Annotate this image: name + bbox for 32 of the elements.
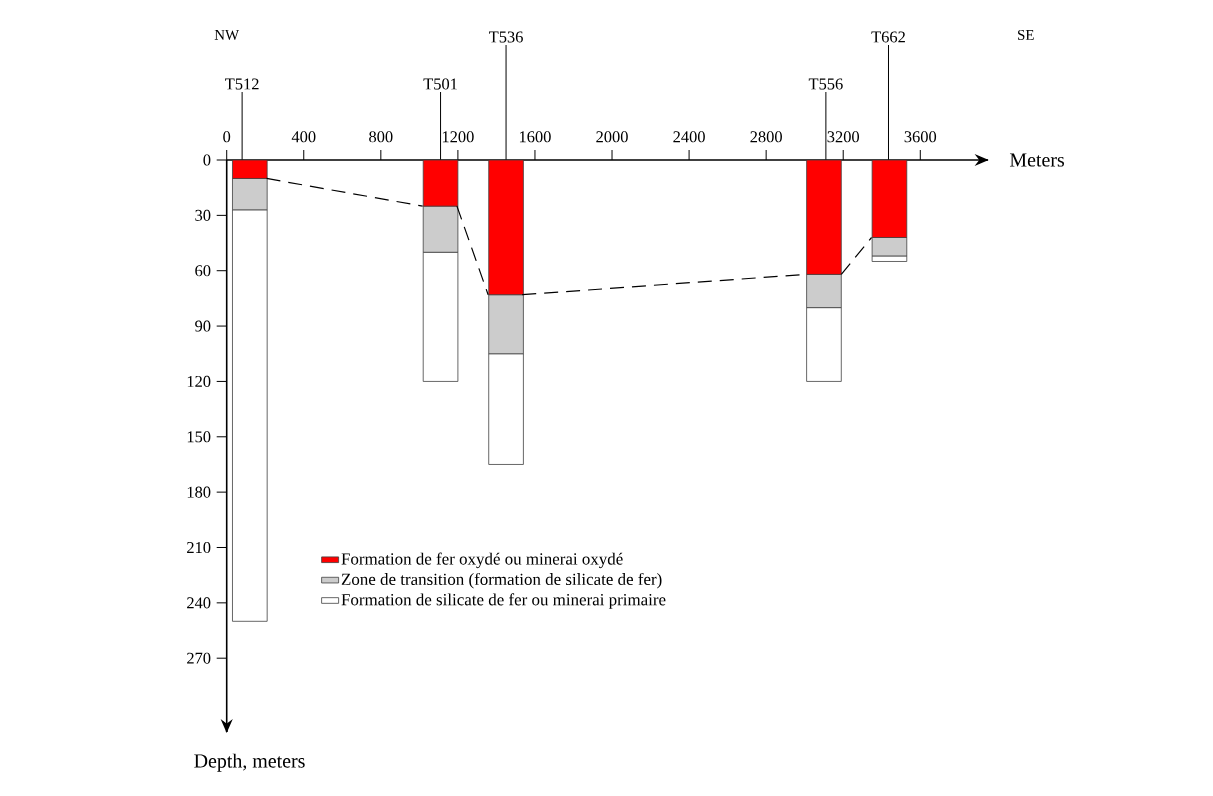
- x-tick-label: 2400: [673, 131, 705, 143]
- legend-label: Formation de silicate de fer ou minerai primaire: [341, 593, 666, 609]
- y-tick-label: 270: [187, 652, 211, 664]
- y-tick-label: 240: [187, 597, 211, 609]
- y-axis-title: Depth, meters: [194, 753, 305, 772]
- y-tick-label: 150: [187, 431, 211, 443]
- annotation: T501: [423, 78, 457, 90]
- x-tick-label: 2800: [750, 131, 782, 143]
- x-tick-label: 3200: [827, 131, 860, 143]
- annotation: T556: [808, 78, 843, 90]
- legend-label: Zone de transition (formation de silicate de fer): [341, 572, 662, 589]
- y-tick-label: 210: [187, 541, 211, 554]
- y-tick-label: 90: [195, 320, 211, 332]
- annotation: T536: [489, 31, 523, 43]
- y-tick-label: 120: [187, 375, 211, 387]
- y-tick-label: 180: [187, 486, 211, 498]
- x-axis-title: Meters: [1009, 153, 1064, 167]
- annotation: T662: [871, 31, 905, 43]
- x-tick-label: 0: [223, 131, 231, 143]
- x-tick-label: 3600: [904, 131, 937, 143]
- text: SE: [1018, 29, 1034, 40]
- annotation: T512: [225, 78, 259, 90]
- y-tick-label: 60: [195, 265, 211, 277]
- y-tick-label: 0: [203, 154, 211, 166]
- legend-label: Formation de fer oxydé ou minerai oxydé: [341, 552, 623, 569]
- x-tick-label: 400: [291, 131, 316, 143]
- x-tick-label: 2000: [596, 131, 628, 143]
- y-tick-label: 30: [195, 209, 211, 221]
- x-tick-label: 800: [369, 131, 393, 143]
- x-tick-label: 1200: [442, 131, 474, 143]
- text: NW: [214, 29, 240, 40]
- x-tick-label: 1600: [519, 131, 551, 143]
